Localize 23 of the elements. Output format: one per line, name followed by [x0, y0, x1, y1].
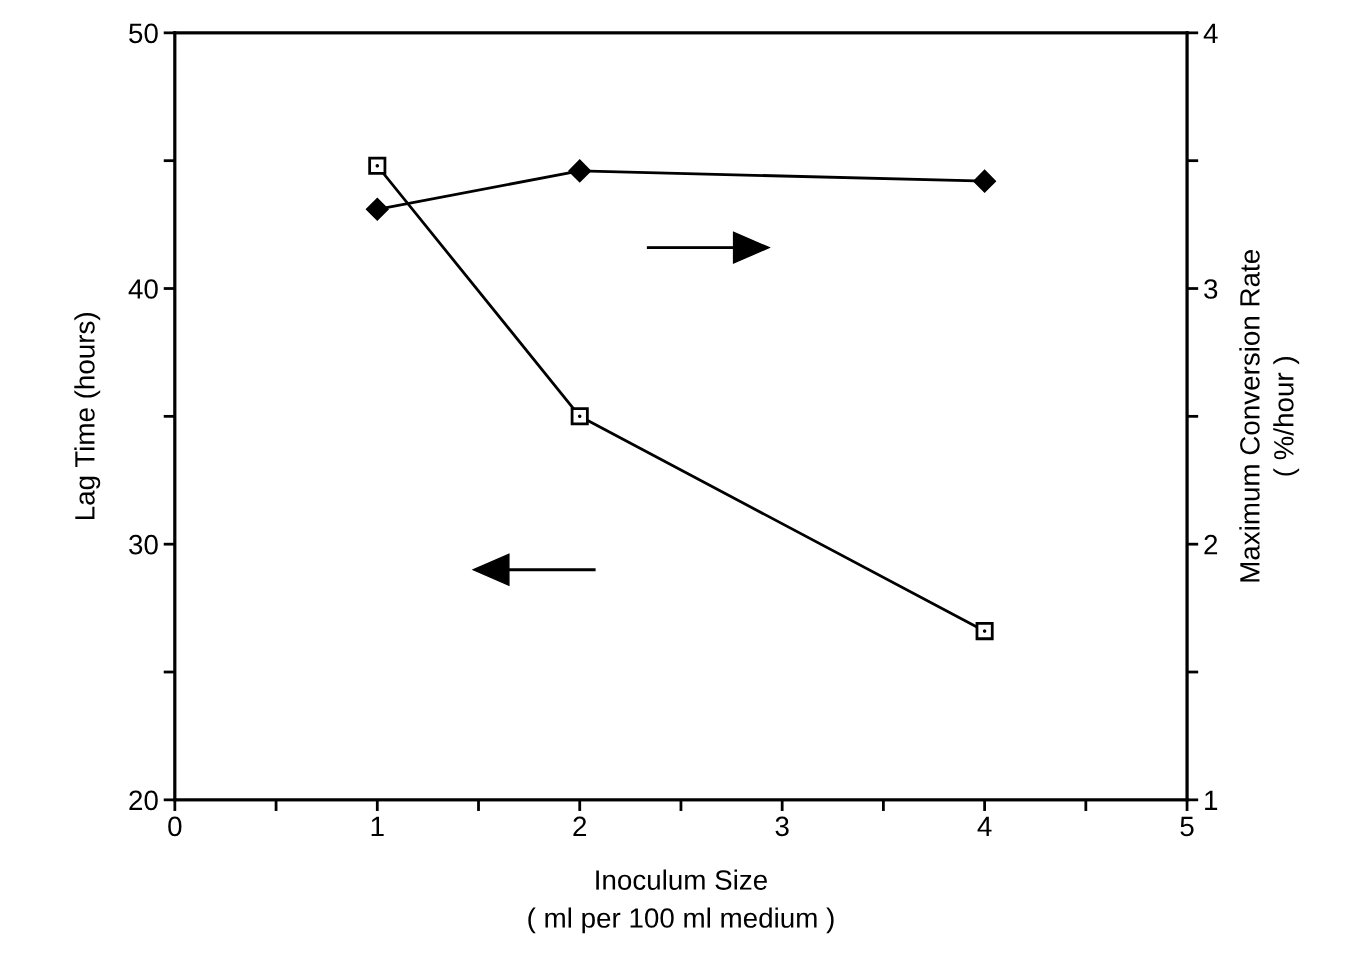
point [568, 159, 591, 183]
point [973, 169, 996, 193]
y2-tick-label: 3 [1204, 279, 1218, 299]
point [366, 198, 389, 221]
x-tick-label: 1 [371, 816, 384, 836]
x-tick-label: 4 [977, 816, 992, 836]
point [570, 407, 589, 426]
y-tick-label: 30 [129, 534, 158, 555]
y2-tick-label: 2 [1204, 534, 1218, 555]
y2-axis-title: Maximum Conversion Rate ( %/hour ) [1239, 250, 1300, 582]
point [368, 156, 387, 175]
y-axis-title: Lag Time (hours) [74, 313, 101, 520]
y-tick-label: 20 [129, 790, 158, 811]
y2-tick-label: 4 [1203, 23, 1218, 43]
x-tick-label: 5 [1180, 816, 1194, 837]
y2-tick-label: 1 [1205, 790, 1218, 810]
y-tick-label: 40 [128, 279, 158, 299]
y-tick-label: 50 [129, 23, 158, 44]
x-tick-label: 2 [573, 816, 587, 836]
x-tick-label: 3 [775, 816, 789, 837]
x-tick-label: 0 [168, 816, 182, 837]
x-axis-title: Inoculum Size ( ml per 100 ml medium ) [528, 869, 834, 934]
point [975, 622, 994, 641]
